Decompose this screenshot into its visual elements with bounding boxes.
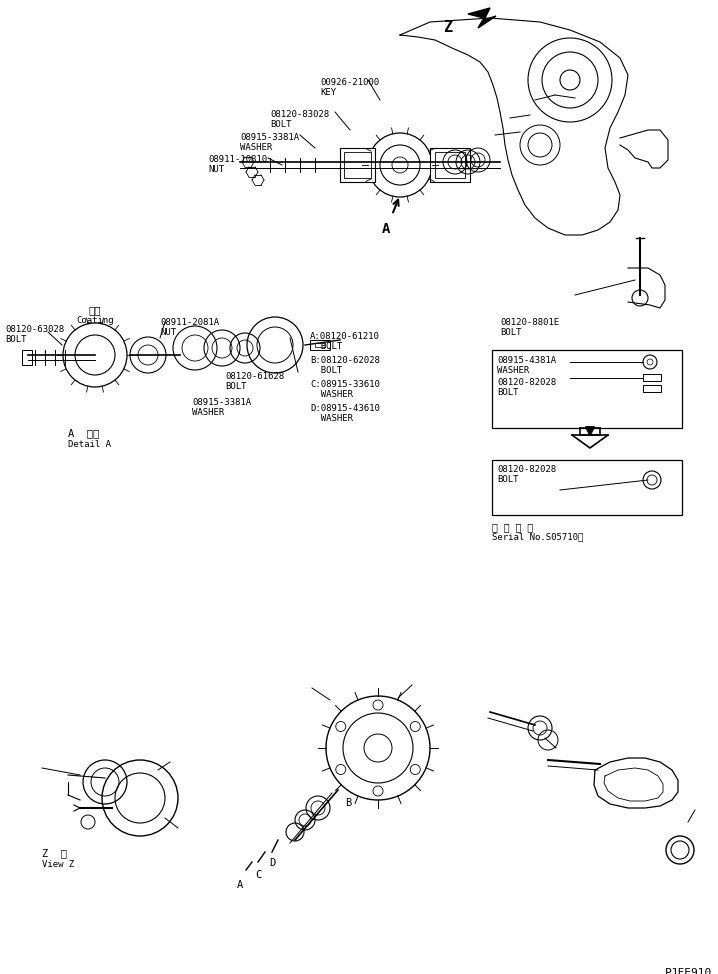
Text: B: B [345,798,351,808]
Text: BOLT: BOLT [497,388,518,397]
Bar [492,460,682,515]
Text: 08120-61628: 08120-61628 [225,372,284,381]
Bar [310,340,330,350]
Bar [492,350,682,428]
Text: 08120-82028: 08120-82028 [497,378,556,387]
Bar [643,385,661,392]
Text: PJFE910: PJFE910 [665,968,712,974]
Text: D: D [269,858,275,868]
Text: 08911-2081A: 08911-2081A [160,318,219,327]
Text: C:08915-33610: C:08915-33610 [310,380,380,389]
Text: BOLT: BOLT [500,328,521,337]
Text: 08915-3381A: 08915-3381A [192,398,251,407]
Text: WASHER: WASHER [192,408,224,417]
Text: 08120-82028: 08120-82028 [497,465,556,474]
Text: 適 用 号 機: 適 用 号 機 [492,522,533,532]
Polygon shape [468,8,496,28]
Text: WASHER: WASHER [310,390,353,399]
Bar [344,152,371,178]
Text: KEY: KEY [320,88,336,97]
Text: 08911-10810: 08911-10810 [208,155,267,164]
Text: WASHER: WASHER [310,414,353,423]
Text: View Z: View Z [42,860,74,869]
Text: C: C [255,870,261,880]
Text: A: A [382,222,390,236]
Text: NUT: NUT [208,165,224,174]
Text: BOLT: BOLT [225,382,246,391]
Text: 08915-4381A: 08915-4381A [497,356,556,365]
Text: 08120-8801E: 08120-8801E [500,318,559,327]
Text: 08915-3381A: 08915-3381A [240,133,299,142]
Bar [435,152,465,178]
Text: WASHER: WASHER [240,143,272,152]
Text: 00926-21000: 00926-21000 [320,78,379,87]
Text: 08120-63028: 08120-63028 [5,325,64,334]
Text: 08120-83028: 08120-83028 [270,110,329,119]
Text: WASHER: WASHER [497,366,529,375]
Text: A: A [237,880,243,890]
Bar [430,148,470,182]
Text: 塗布: 塗布 [89,305,101,315]
Text: Serial No.S05710～: Serial No.S05710～ [492,532,583,541]
Bar [340,148,375,182]
Bar [643,374,661,381]
Text: D:08915-43610: D:08915-43610 [310,404,380,413]
Text: BOLT: BOLT [270,120,292,129]
Bar [22,350,32,365]
Text: B:08120-62028: B:08120-62028 [310,356,380,365]
Bar [315,343,325,347]
Text: BOLT: BOLT [5,335,27,344]
Text: Z: Z [444,20,452,35]
Text: BOLT: BOLT [310,342,342,351]
Text: BOLT: BOLT [497,475,518,484]
Text: Z  視: Z 視 [42,848,67,858]
Text: Coating: Coating [76,316,114,325]
Text: BOLT: BOLT [310,366,342,375]
Text: Detail A: Detail A [68,440,111,449]
Text: A  詳細: A 詳細 [68,428,99,438]
Text: A:08120-61210: A:08120-61210 [310,332,380,341]
Text: NUT: NUT [160,328,176,337]
